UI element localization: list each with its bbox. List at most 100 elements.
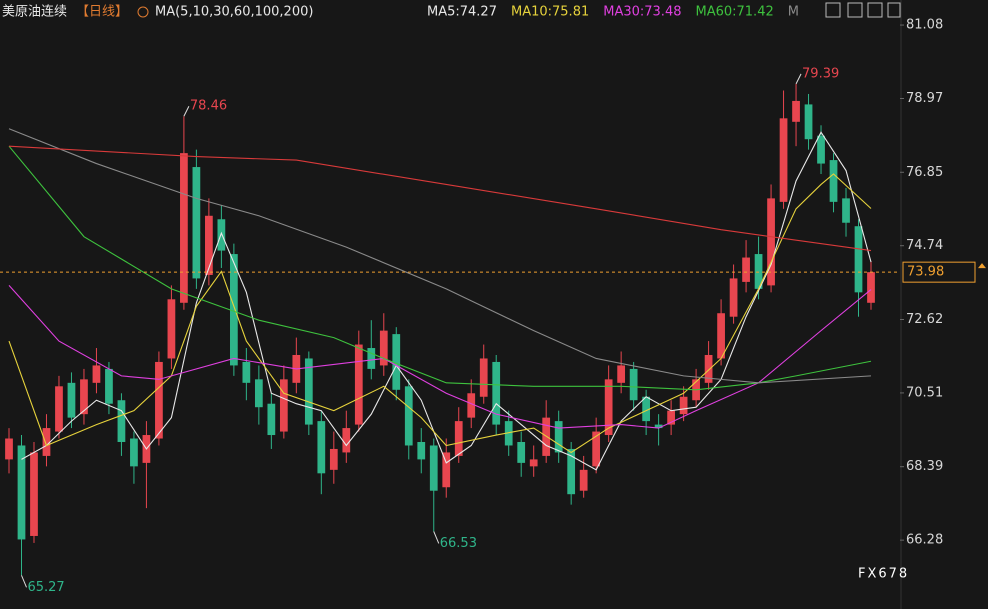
candle-body: [205, 215, 213, 275]
candle-body: [829, 160, 838, 202]
candle-body: [629, 368, 638, 401]
annotation-leader: [21, 575, 27, 588]
candle-body: [817, 135, 825, 164]
candle-body: [842, 198, 850, 223]
candle-body: [354, 344, 363, 425]
period: 【日线】: [76, 5, 128, 20]
candle-body: [167, 299, 176, 359]
annotation-leader: [433, 531, 440, 544]
y-tick-label: 68.39: [906, 459, 943, 474]
symbol: 美原油连续: [2, 4, 67, 20]
candle-body: [467, 393, 476, 418]
y-tick-label: 70.51: [906, 385, 943, 400]
candle-body: [42, 428, 51, 456]
candle-body: [304, 358, 313, 425]
candle-body: [329, 448, 338, 470]
candle-body: [604, 379, 613, 436]
candle-body: [654, 424, 663, 429]
candle-body: [367, 348, 376, 369]
candle-body: [92, 365, 101, 383]
ma-line: [8, 285, 872, 429]
candle-body: [317, 421, 326, 474]
candle-body: [767, 198, 775, 286]
candle-body: [754, 254, 763, 289]
candle-body: [342, 428, 351, 453]
candle-body: [429, 445, 438, 491]
ma-line: [8, 145, 872, 252]
candle-body: [130, 438, 138, 467]
candle-body: [242, 361, 251, 383]
candle-body: [642, 396, 651, 422]
indicator: MA(5,10,30,60,100,200): [155, 5, 313, 20]
tool-button[interactable]: [887, 2, 901, 18]
candle-body: [229, 254, 238, 366]
ma-line: [8, 128, 872, 384]
legend-entry: MA10:75.81: [511, 5, 589, 20]
y-tick-label: 81.08: [906, 18, 943, 33]
candle-body: [567, 448, 576, 495]
settings-icon[interactable]: [137, 6, 149, 18]
candle-body: [579, 469, 588, 491]
legend-entry: M: [788, 5, 799, 20]
candle-body: [492, 361, 501, 425]
candle-body: [504, 421, 513, 446]
candle-body: [804, 104, 813, 140]
annotation-leader: [183, 106, 190, 117]
candle-body: [667, 410, 675, 425]
watermark: FX678: [858, 567, 909, 582]
annotation-label: 79.39: [802, 66, 839, 81]
candle-body: [17, 445, 26, 540]
candle-body: [392, 334, 401, 390]
ma-line: [21, 131, 872, 471]
candle-body: [217, 219, 226, 251]
y-tick-label: 78.97: [906, 91, 943, 106]
last-price-marker: [978, 263, 986, 269]
candle-body: [5, 438, 13, 460]
last-price-box: [902, 261, 976, 283]
candle-body: [180, 153, 188, 303]
candle-body: [554, 421, 563, 453]
tool-button[interactable]: [825, 2, 841, 18]
candle-body: [779, 118, 788, 202]
annotation-label: 78.46: [190, 99, 227, 114]
candle-body: [854, 226, 863, 293]
y-tick-label: 72.62: [906, 312, 943, 327]
candle-body: [80, 379, 88, 415]
candle-body: [704, 354, 713, 383]
candle-body: [254, 379, 263, 408]
candle-body: [404, 386, 413, 446]
candle-body: [742, 257, 750, 282]
y-tick-label: 66.28: [906, 533, 943, 548]
candle-body: [617, 365, 626, 383]
candle-body: [679, 396, 688, 415]
candle-body: [379, 330, 388, 366]
candle-body: [529, 459, 538, 467]
toolbar[interactable]: [825, 2, 901, 18]
candle-body: [792, 100, 800, 122]
legend-entry: MA30:73.48: [603, 5, 681, 20]
candle-body: [105, 368, 113, 404]
candle-body: [30, 452, 38, 536]
candle-body: [729, 278, 738, 317]
tool-button[interactable]: [867, 2, 883, 18]
candle-body: [479, 358, 488, 397]
annotation-leader: [795, 73, 802, 85]
candle-body: [417, 441, 426, 460]
candle-body: [155, 361, 163, 439]
annotation-label: 65.27: [27, 580, 64, 595]
y-tick-label: 76.85: [906, 165, 943, 180]
y-tick-label: 74.74: [906, 238, 943, 253]
candle-body: [279, 379, 288, 432]
annotation-label: 66.53: [440, 536, 477, 551]
candle-body: [442, 452, 451, 488]
tool-button[interactable]: [847, 2, 863, 18]
candle-body: [717, 313, 725, 359]
legend-entry: MA5:74.27: [427, 5, 497, 20]
candle-body: [592, 431, 601, 467]
last-price-label: 73.98: [907, 265, 944, 280]
legend-entry: MA60:71.42: [695, 5, 773, 20]
candle-body: [867, 272, 875, 303]
